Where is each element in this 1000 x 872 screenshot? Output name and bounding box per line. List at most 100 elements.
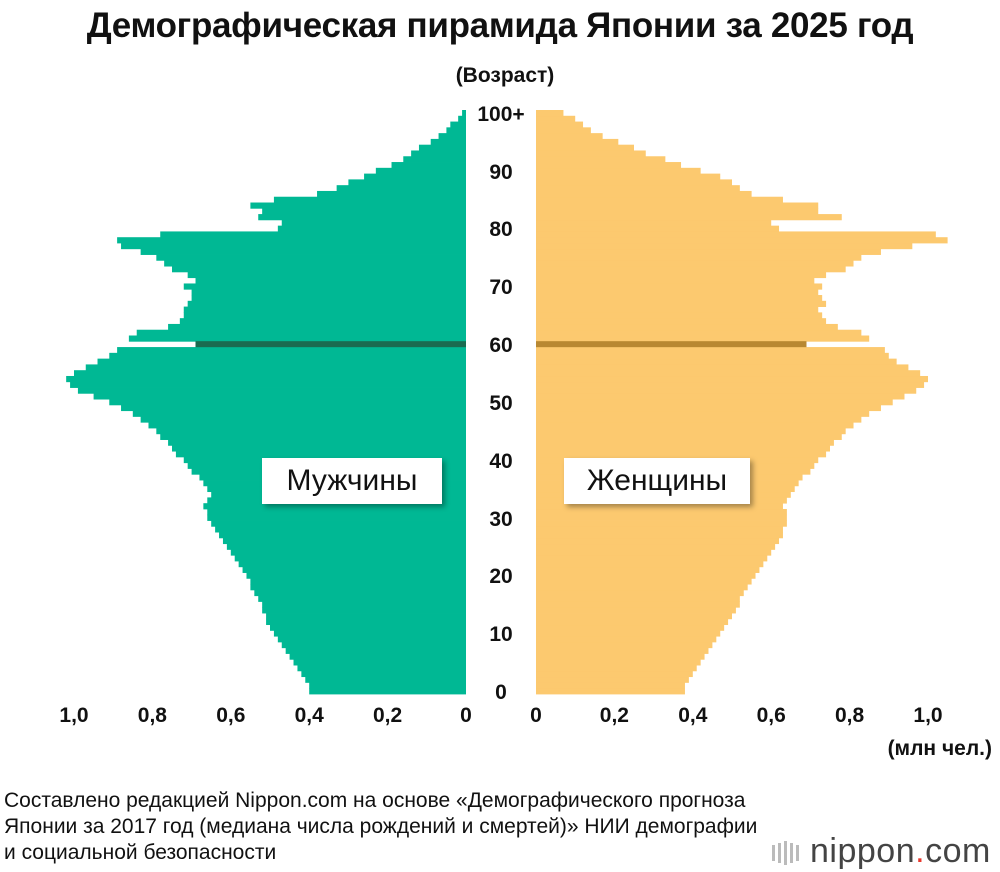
male-bar-age-86 — [317, 190, 466, 198]
female-x-tick-4: 0,8 — [834, 704, 865, 727]
female-bar-age-41 — [536, 451, 827, 458]
male-bar-age-62 — [136, 329, 466, 336]
male-bar-age-46 — [148, 422, 467, 429]
source-note: Составлено редакцией Nippon.com на основ… — [4, 789, 758, 864]
legend-female: Женщины — [564, 458, 750, 504]
female-bar-age-43 — [536, 439, 834, 446]
female-bar-age-1 — [536, 682, 685, 689]
female-bar-age-93 — [536, 150, 646, 157]
female-bar-age-64 — [536, 318, 827, 325]
female-bar-age-50 — [536, 399, 893, 406]
male-bar-age-28 — [215, 526, 466, 533]
female-bar-age-95 — [536, 138, 619, 146]
male-bar-age-18 — [250, 584, 466, 591]
male-bar-age-4 — [297, 665, 466, 672]
female-bar-age-56 — [536, 364, 909, 371]
male-bar-age-65 — [183, 312, 466, 319]
male-bar-age-73 — [172, 266, 466, 273]
male-bar-age-74 — [164, 260, 466, 267]
male-bar-age-14 — [262, 607, 466, 614]
female-bar-age-91 — [536, 162, 682, 169]
female-bar-age-90 — [536, 167, 701, 175]
male-bar-age-87 — [336, 185, 466, 192]
female-bar-age-51 — [536, 393, 905, 400]
female-bar-age-84 — [536, 202, 819, 209]
age-60-markers — [195, 341, 807, 348]
female-bar-age-96 — [536, 133, 603, 140]
female-bar-age-99 — [536, 115, 576, 122]
male-bar-age-12 — [266, 618, 466, 626]
male-bar-age-32 — [203, 503, 467, 510]
male-bar-age-25 — [226, 543, 466, 550]
chart-title: Демографическая пирамида Японии за 2025 … — [86, 6, 914, 45]
male-bar-age-6 — [289, 653, 466, 660]
male-bar-age-45 — [156, 428, 466, 435]
male-bar-age-9 — [277, 636, 466, 643]
female-bar-age-85 — [536, 196, 783, 203]
male-bar-age-98 — [450, 121, 466, 128]
male-bar-age-26 — [222, 537, 466, 545]
female-bar-age-52 — [536, 387, 917, 394]
female-bar-age-87 — [536, 185, 740, 192]
male-bar-age-50 — [109, 399, 466, 406]
female-bar-age-25 — [536, 543, 776, 550]
female-bar-age-71 — [536, 277, 815, 284]
female-bar-age-79 — [536, 231, 936, 238]
male-bar-age-61 — [128, 335, 466, 342]
female-bar-age-49 — [536, 404, 881, 412]
logo-dot: . — [915, 832, 926, 870]
male-bar-age-100 — [462, 110, 466, 117]
female-bar-age-46 — [536, 422, 854, 429]
female-bar-age-77 — [536, 242, 913, 250]
female-bar-age-66 — [536, 306, 819, 313]
female-bar-age-45 — [536, 428, 846, 435]
male-x-tick-2: 0,6 — [216, 704, 246, 727]
male-bar-age-55 — [74, 370, 466, 377]
female-bar-age-57 — [536, 358, 897, 365]
female-bar-age-82 — [536, 214, 842, 221]
female-bar-age-48 — [536, 410, 870, 417]
male-bar-age-79 — [160, 231, 467, 238]
female-bar-age-81 — [536, 219, 772, 227]
female-bar-age-31 — [536, 508, 787, 516]
female-bar-age-28 — [536, 526, 783, 533]
male-x-tick-3: 0,4 — [294, 704, 324, 727]
male-bar-age-91 — [391, 162, 466, 169]
male-bar-age-70 — [183, 283, 466, 290]
female-bar-age-10 — [536, 630, 721, 637]
male-bar-age-96 — [438, 133, 466, 140]
male-bar-age-42 — [172, 445, 466, 452]
female-marker-line — [536, 341, 807, 348]
female-bar-age-62 — [536, 329, 862, 336]
male-x-tick-4: 0,2 — [372, 704, 403, 727]
male-bar-age-19 — [250, 578, 466, 585]
female-bar-age-26 — [536, 537, 780, 545]
male-bar-age-21 — [242, 566, 466, 573]
male-bar-age-22 — [238, 561, 466, 568]
nippon-logo-mark-icon — [772, 841, 799, 866]
female-bar-age-92 — [536, 156, 666, 163]
age-tick-50: 50 — [489, 391, 513, 415]
female-bar-age-15 — [536, 601, 740, 608]
male-bar-age-29 — [211, 520, 466, 527]
female-bar-age-16 — [536, 595, 740, 602]
female-bar-age-59 — [536, 347, 885, 354]
male-bar-age-2 — [305, 676, 466, 683]
male-bar-age-82 — [258, 214, 466, 221]
female-bar-age-12 — [536, 618, 729, 626]
female-bar-age-73 — [536, 266, 846, 273]
female-bar-age-9 — [536, 636, 717, 643]
female-bar-age-14 — [536, 607, 736, 614]
age-tick-60: 60 — [489, 334, 513, 358]
female-bar-age-83 — [536, 208, 819, 215]
male-bar-age-11 — [270, 624, 466, 631]
female-bar-age-98 — [536, 121, 584, 128]
female-bar-age-42 — [536, 445, 830, 452]
female-x-tick-3: 0,6 — [756, 704, 786, 727]
male-marker-line — [195, 341, 466, 348]
male-bar-age-85 — [273, 196, 466, 203]
male-bar-age-64 — [179, 318, 466, 325]
age-tick-0: 0 — [495, 681, 507, 704]
male-bar-age-20 — [246, 572, 466, 579]
male-bar-age-58 — [109, 352, 466, 360]
